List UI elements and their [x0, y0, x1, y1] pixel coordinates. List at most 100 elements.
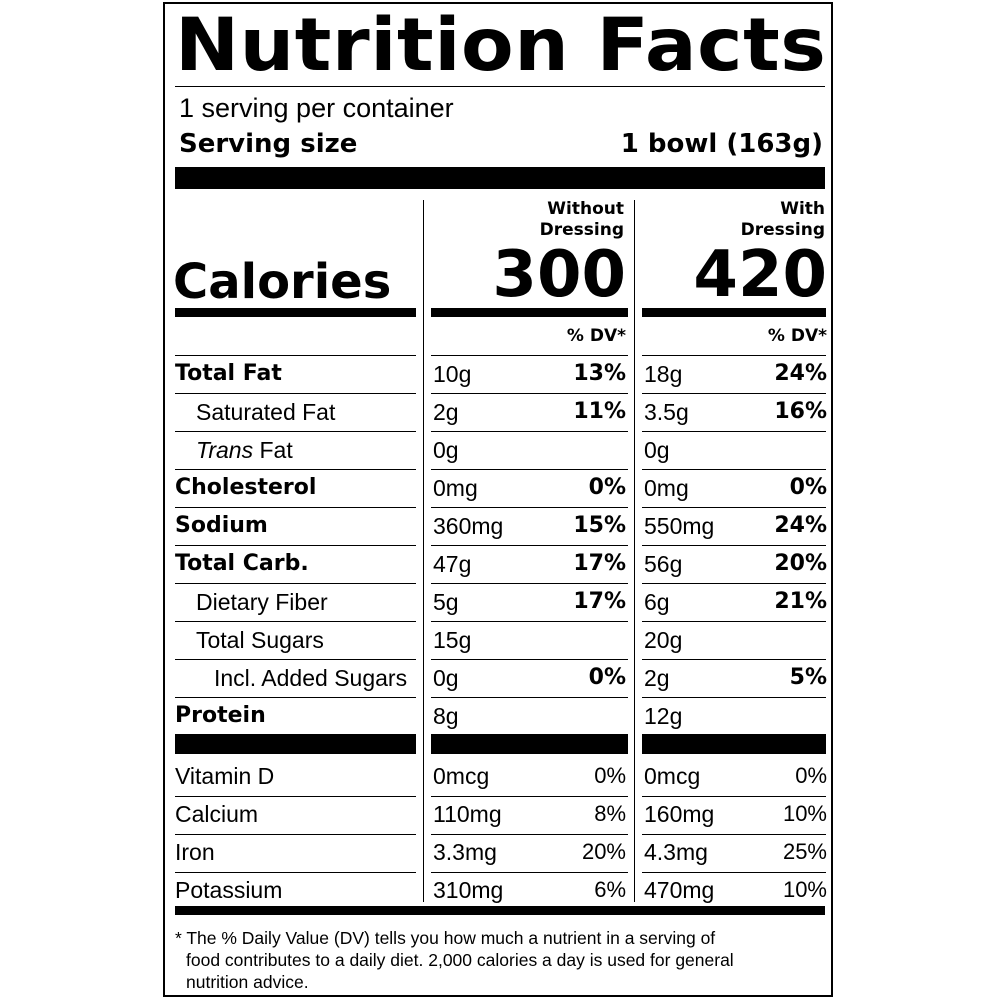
row-rule: [431, 796, 628, 797]
calories-label: Calories: [173, 254, 392, 310]
row-rule: [431, 583, 628, 584]
row-rule: [642, 659, 826, 660]
title-rule: [175, 86, 825, 87]
row-rule: [642, 431, 826, 432]
col2-amount: 18g: [644, 361, 683, 387]
row-rule: [642, 393, 826, 394]
nutrient-name: Saturated Fat: [196, 398, 335, 426]
vitamin-bar-3: [642, 734, 826, 754]
row-rule: [431, 834, 628, 835]
col1-amount: 0mg: [433, 475, 478, 501]
nutrient-name: Total Carb.: [175, 550, 309, 578]
col1-daily-value: 8%: [594, 801, 626, 826]
serving-size-value: 1 bowl (163g): [620, 129, 823, 159]
col1-header-line1: Without: [547, 199, 624, 219]
row-rule: [175, 355, 416, 356]
column-divider-1: [423, 200, 424, 902]
col1-amount: 0mcg: [433, 763, 490, 789]
col2-amount: 0g: [644, 437, 670, 463]
col1-amount: 5g: [433, 589, 459, 615]
row-rule: [175, 507, 416, 508]
row-rule: [175, 583, 416, 584]
col2-amount: 0mcg: [644, 763, 701, 789]
col2-daily-value: 24%: [774, 361, 827, 386]
nutrient-name: Total Sugars: [196, 626, 324, 654]
col2-header-line2: Dressing: [740, 220, 825, 240]
nutrient-name-text: Total Sugars: [196, 627, 324, 653]
col2-amount: 0mg: [644, 475, 689, 501]
col2-daily-value: 0%: [789, 475, 827, 500]
nutrient-name-text: Saturated Fat: [196, 399, 336, 425]
col2-amount: 3.5g: [644, 399, 689, 425]
col2-daily-value: 25%: [782, 839, 827, 864]
col1-daily-value: 17%: [573, 551, 626, 576]
calories-rule-1: [175, 308, 416, 317]
col1-amount: 2g: [433, 399, 459, 425]
row-rule: [175, 469, 416, 470]
nutrient-name-text: Total Fat: [175, 361, 282, 386]
col1-daily-value: 15%: [573, 513, 626, 538]
footnote-line-1: * The % Daily Value (DV) tells you how m…: [175, 928, 716, 948]
row-rule: [642, 834, 826, 835]
col1-amount: 0g: [433, 665, 459, 691]
vitamin-bar-2: [431, 734, 628, 754]
col1-daily-value: 13%: [573, 361, 626, 386]
row-rule: [175, 431, 416, 432]
nutrient-name: Cholesterol: [175, 474, 316, 502]
nutrient-name-text: Incl. Added Sugars: [214, 665, 408, 691]
col2-dv-header: % DV*: [767, 326, 827, 346]
row-rule: [175, 621, 416, 622]
col1-daily-value: 11%: [573, 399, 626, 424]
col2-amount: 20g: [644, 627, 683, 653]
row-rule: [175, 796, 416, 797]
col1-daily-value: 0%: [594, 763, 626, 788]
row-rule: [175, 872, 416, 873]
nutrient-name-text: Fat: [253, 437, 293, 463]
nutrient-name: Total Fat: [175, 360, 282, 388]
vitamin-name: Potassium: [175, 877, 283, 903]
col1-header: Without Dressing: [435, 199, 624, 241]
col2-daily-value: 10%: [782, 801, 827, 826]
nutrient-name-text: Total Carb.: [175, 551, 309, 576]
row-rule: [431, 659, 628, 660]
row-rule: [642, 872, 826, 873]
row-rule: [175, 393, 416, 394]
col2-amount: 12g: [644, 703, 683, 729]
row-rule: [175, 697, 416, 698]
row-rule: [642, 469, 826, 470]
col2-amount: 56g: [644, 551, 683, 577]
col2-daily-value: 21%: [774, 589, 827, 614]
row-rule: [175, 545, 416, 546]
col2-header-line1: With: [780, 199, 825, 219]
col2-daily-value: 24%: [774, 513, 827, 538]
col1-daily-value: 17%: [573, 589, 626, 614]
row-rule: [642, 697, 826, 698]
col2-amount: 550mg: [644, 513, 715, 539]
calories-rule-3: [642, 308, 826, 317]
serving-size-label: Serving size: [179, 129, 358, 159]
col1-amount: 110mg: [433, 801, 502, 827]
row-rule: [642, 545, 826, 546]
col1-dv-header: % DV*: [566, 326, 626, 346]
col2-daily-value: 16%: [774, 399, 827, 424]
col2-amount: 470mg: [644, 877, 715, 903]
col1-amount: 360mg: [433, 513, 504, 539]
col2-amount: 2g: [644, 665, 670, 691]
nutrient-name-italic: Trans: [196, 437, 254, 463]
nutrient-name-text: Dietary Fiber: [196, 589, 328, 615]
row-rule: [431, 872, 628, 873]
row-rule: [642, 583, 826, 584]
row-rule: [175, 659, 416, 660]
row-rule: [431, 469, 628, 470]
row-rule: [175, 834, 416, 835]
vitamin-bar-1: [175, 734, 416, 754]
footnote-line-2: food contributes to a daily diet. 2,000 …: [186, 950, 734, 970]
col1-amount: 15g: [433, 627, 472, 653]
col2-amount: 4.3mg: [644, 839, 708, 865]
col1-header-line2: Dressing: [539, 220, 624, 240]
row-rule: [642, 355, 826, 356]
nutrient-name: Incl. Added Sugars: [214, 664, 407, 692]
col1-daily-value: 0%: [588, 475, 626, 500]
row-rule: [642, 621, 826, 622]
row-rule: [431, 431, 628, 432]
